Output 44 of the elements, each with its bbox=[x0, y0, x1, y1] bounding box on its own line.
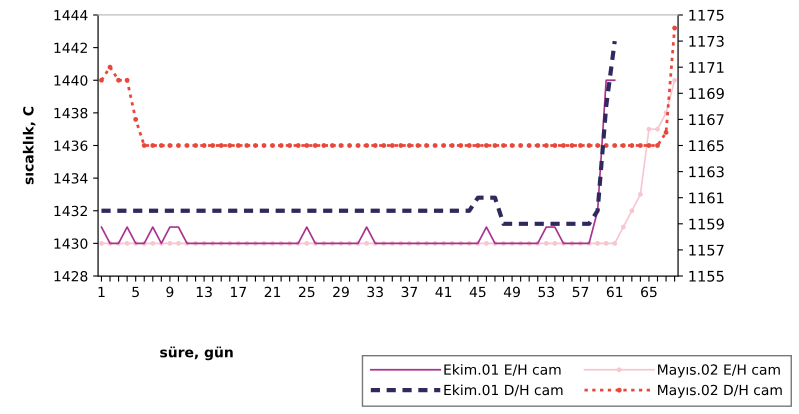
x-tick-label: 45 bbox=[470, 286, 486, 298]
x-tick-label: 37 bbox=[402, 286, 418, 298]
x-tick-label: 41 bbox=[435, 286, 452, 297]
x-tick-label: 1 bbox=[98, 286, 105, 297]
y-axis-title: sıcaklık, C bbox=[22, 106, 36, 184]
y2-tick-label: 1163 bbox=[689, 166, 724, 178]
x-tick-label: 21 bbox=[264, 286, 280, 297]
y2-tick-label: 1173 bbox=[689, 36, 724, 47]
x-tick-label: 29 bbox=[333, 286, 349, 298]
y-tick-label: 1430 bbox=[54, 238, 88, 249]
line-series bbox=[99, 39, 617, 226]
y2-tick-label: 1161 bbox=[689, 192, 724, 204]
x-tick-label: 53 bbox=[538, 286, 554, 298]
x-tick-label: 9 bbox=[166, 286, 174, 298]
x-tick-label: 25 bbox=[298, 286, 314, 298]
y2-tick-label: 1171 bbox=[689, 62, 724, 73]
y-tick-label: 1442 bbox=[54, 42, 87, 53]
x-tick-label: 33 bbox=[367, 286, 383, 298]
y-tick-label: 1444 bbox=[54, 10, 88, 20]
y-tick-label: 1434 bbox=[54, 173, 88, 184]
x-tick-label: 5 bbox=[132, 286, 139, 298]
y2-tick-label: 1159 bbox=[689, 218, 724, 230]
x-tick-label: 13 bbox=[196, 286, 212, 298]
y2-tick-label: 1165 bbox=[689, 140, 724, 152]
x-tick-label: 57 bbox=[572, 286, 588, 298]
x-tick-label: 17 bbox=[231, 286, 246, 297]
y2-tick-label: 1169 bbox=[689, 88, 724, 100]
y2-tick-label: 1155 bbox=[689, 270, 724, 282]
y2-tick-label: 1175 bbox=[689, 10, 724, 21]
legend-label: Mayıs.02 D/H cam bbox=[658, 384, 782, 398]
y-tick-label: 1440 bbox=[54, 75, 88, 86]
legend-label: Ekim.01 E/H cam bbox=[444, 364, 561, 376]
legend-label: Ekim.01 D/H cam bbox=[444, 384, 562, 396]
y2-tick-label: 1157 bbox=[689, 244, 724, 256]
x-tick-label: 61 bbox=[606, 286, 622, 298]
y-tick-label: 1438 bbox=[54, 108, 88, 118]
legend-label: Mayıs.02 E/H cam bbox=[658, 364, 780, 378]
x-axis-title: süre, gün bbox=[160, 346, 233, 360]
x-tick-label: 49 bbox=[504, 286, 520, 298]
y-tick-label: 1436 bbox=[54, 140, 88, 151]
x-tick-label: 65 bbox=[641, 286, 657, 298]
y2-tick-label: 1167 bbox=[689, 114, 724, 126]
y-tick-label: 1432 bbox=[54, 206, 87, 216]
y-tick-label: 1428 bbox=[54, 270, 88, 282]
